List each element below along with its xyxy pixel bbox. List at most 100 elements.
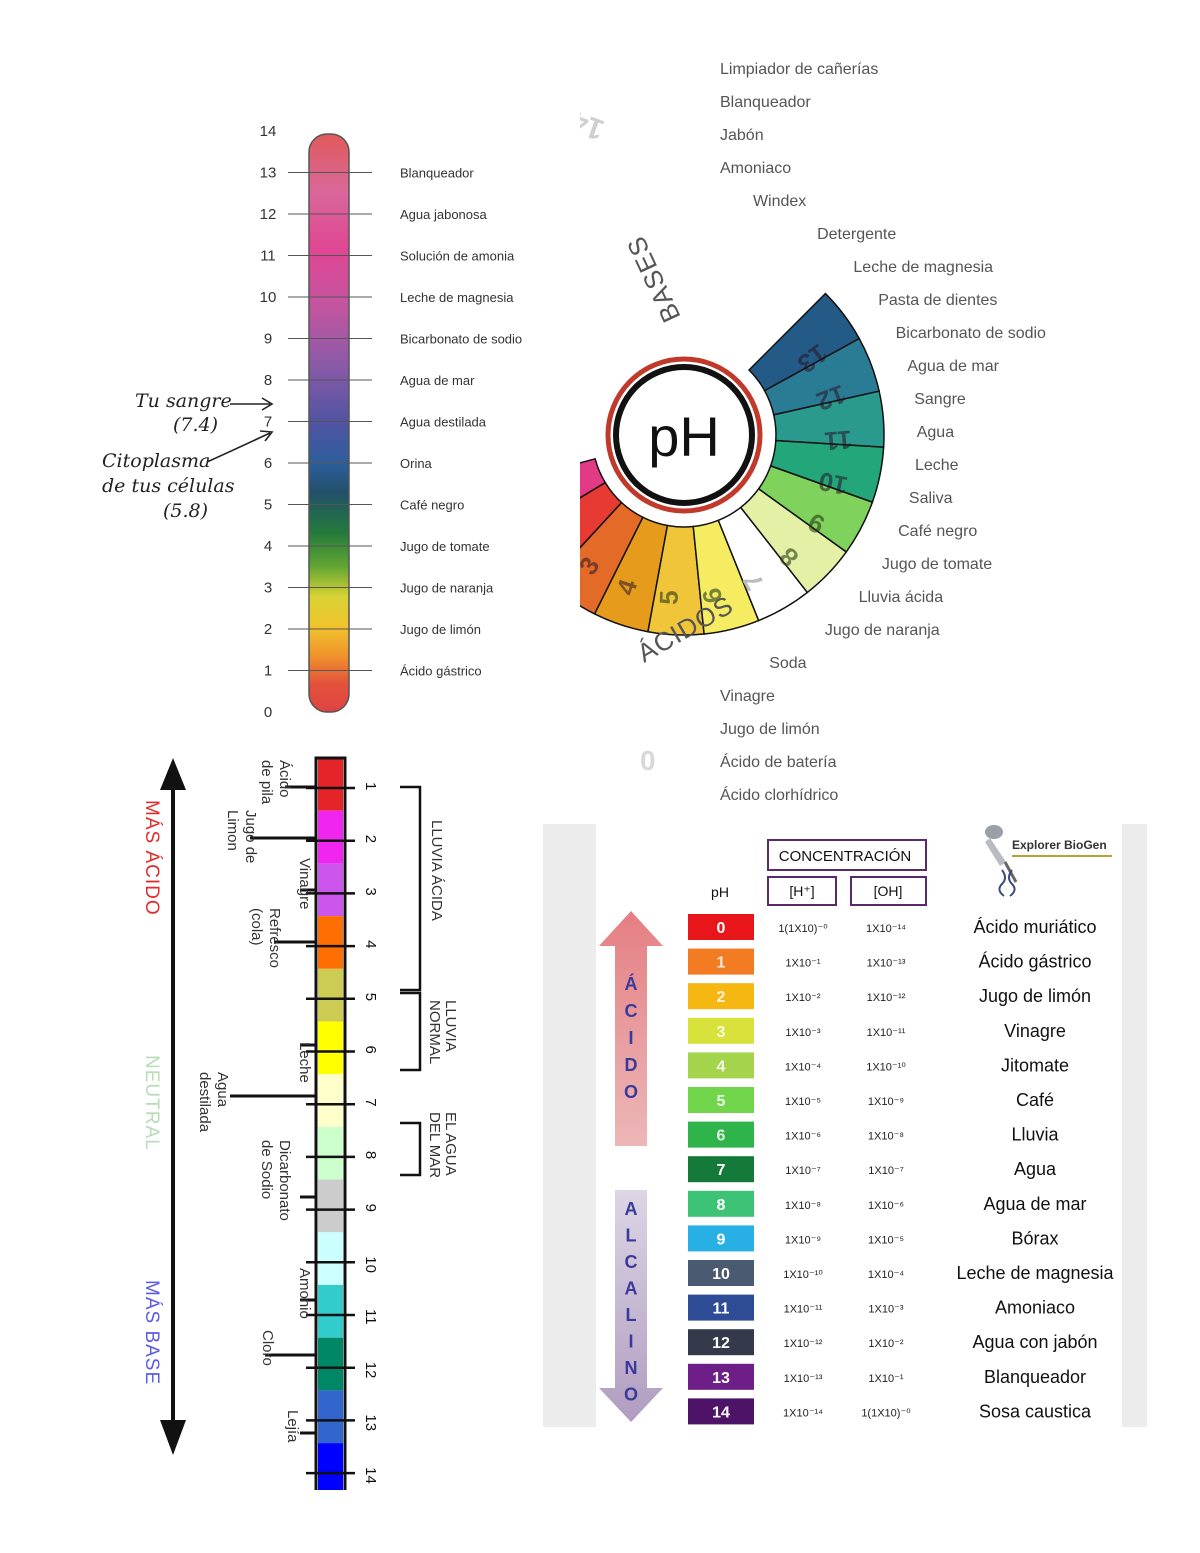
tick-label: 3 xyxy=(264,580,272,597)
arc-fourteen: 14 xyxy=(580,104,608,147)
bar-number: 3 xyxy=(362,887,379,895)
bar-number: 9 xyxy=(362,1204,379,1212)
arc-label: Limpiador de cañerías xyxy=(720,61,878,78)
ph-value: 5 xyxy=(717,1093,726,1110)
oh-concentration: 1X10⁻¹³ xyxy=(867,958,906,970)
oh-concentration: 1X10⁻⁶ xyxy=(868,1200,904,1212)
ph-value: 12 xyxy=(712,1335,730,1352)
arc-label: Agua de mar xyxy=(907,358,999,375)
more-acid-label: MÁS ÁCIDO xyxy=(141,800,162,916)
bar-number: 1 xyxy=(362,782,379,790)
bar-number: 13 xyxy=(362,1414,379,1431)
range-bracket xyxy=(400,991,422,1072)
arc-label: Vinagre xyxy=(720,688,775,705)
bar-number: 6 xyxy=(362,1046,379,1054)
oh-concentration: 1X10⁻⁸ xyxy=(868,1131,904,1143)
substance-label: Café negro xyxy=(400,498,464,513)
substance-label: Agua jabonosa xyxy=(400,207,488,222)
alkaline-letter: C xyxy=(625,1252,638,1272)
arc-segment xyxy=(747,292,861,392)
bracket-label-line1: LLUVIA ÁCIDA xyxy=(428,820,445,921)
brand-name: Explorer BioGen xyxy=(1012,838,1107,852)
oh-concentration: 1X10⁻¹² xyxy=(867,992,906,1004)
ph-swatch xyxy=(688,1260,754,1286)
arc-label: Agua xyxy=(917,424,954,441)
h-concentration: 1X10⁻¹⁴ xyxy=(783,1407,823,1419)
tick-label: 6 xyxy=(264,455,272,472)
arc-label: Windex xyxy=(753,193,806,210)
arc-label: Jugo de naranja xyxy=(825,622,940,639)
ph-value: 4 xyxy=(717,1058,726,1075)
ph-value: 9 xyxy=(717,1231,726,1248)
bar-band xyxy=(318,1179,343,1233)
oh-concentration: 1X10⁻³ xyxy=(868,1304,903,1316)
ph-gradient-bar xyxy=(308,133,350,713)
substance-label-line2: de Sodio xyxy=(258,1140,275,1199)
concentration-table-panel: Explorer BioGen CONCENTRACIÓN [H⁺] [OH] … xyxy=(599,825,1115,1425)
bar-band xyxy=(318,1232,343,1285)
ph-swatch xyxy=(688,1294,754,1321)
substance-name: Sosa caustica xyxy=(979,1401,1092,1421)
ph-swatch xyxy=(688,1121,754,1148)
substance-label-line2: destilada xyxy=(196,1072,213,1133)
oh-concentration: 1X10⁻⁷ xyxy=(868,1165,903,1177)
h-concentration: 1X10⁻⁵ xyxy=(785,1096,821,1108)
substance-label-line1: Leche xyxy=(296,1042,313,1083)
substance-label-line1: Amonio xyxy=(296,1268,313,1319)
h-concentration: 1X10⁻⁹ xyxy=(785,1234,821,1246)
bar-number: 2 xyxy=(362,835,379,843)
ph-header: pH xyxy=(711,884,729,900)
substance-name: Agua con jabón xyxy=(972,1332,1097,1352)
bar-band xyxy=(318,863,343,917)
ph-value: 13 xyxy=(712,1370,730,1387)
cyto-note-line1: Citoplasma xyxy=(102,450,210,472)
tick-label: 10 xyxy=(260,289,277,306)
arc-segments xyxy=(580,292,885,636)
substance-name: Amoniaco xyxy=(995,1298,1075,1318)
tick-label: 1 xyxy=(264,663,272,680)
substance-name: Vinagre xyxy=(1004,1021,1066,1041)
oh-concentration: 1X10⁻⁵ xyxy=(868,1234,904,1246)
arc-label: Jugo de tomate xyxy=(882,556,992,573)
bar-band xyxy=(318,1443,343,1490)
arc-label: Soda xyxy=(769,655,806,672)
tick-label: 9 xyxy=(264,331,272,348)
tick-label: 2 xyxy=(264,621,272,638)
substance-label: Orina xyxy=(400,456,433,471)
h-concentration: 1X10⁻¹³ xyxy=(784,1373,823,1385)
ph-value: 7 xyxy=(717,1162,726,1179)
bar-band xyxy=(318,968,343,1022)
substance-label: Agua de mar xyxy=(400,373,475,388)
arc-label: Bicarbonato de sodio xyxy=(896,325,1046,342)
tick-label: 8 xyxy=(264,372,272,389)
direction-arrow xyxy=(160,758,186,1455)
oh-concentration: 1(1X10)⁻⁰ xyxy=(861,1407,911,1419)
blood-arrow-icon xyxy=(230,397,274,411)
ph-swatch xyxy=(688,1225,754,1252)
substance-label-line1: Jugo de xyxy=(242,810,259,863)
substance-name: Agua xyxy=(1014,1159,1057,1179)
arc-number: 10 xyxy=(816,466,850,501)
ph-value: 11 xyxy=(713,1301,730,1318)
ph-value: 3 xyxy=(717,1024,726,1041)
h-concentration: 1X10⁻⁶ xyxy=(785,1131,821,1143)
acid-letter: D xyxy=(625,1055,638,1075)
cyto-note-line2: de tus células xyxy=(102,475,235,497)
arc-segment xyxy=(580,457,607,499)
oh-concentration: 1X10⁻⁴ xyxy=(868,1269,904,1281)
bar-number: 8 xyxy=(362,1151,379,1159)
h-concentration: 1X10⁻³ xyxy=(785,1027,820,1039)
bracket-label-line1: EL AGUA xyxy=(442,1112,459,1176)
arc-label: Sangre xyxy=(914,391,966,408)
blood-note-line2: (7.4) xyxy=(173,414,218,436)
substance-label-line1: Vinagre xyxy=(296,858,313,909)
tick-label: 13 xyxy=(260,165,277,182)
oh-header: [OH] xyxy=(874,883,903,899)
arc-number: 11 xyxy=(823,425,853,457)
tick-label: 11 xyxy=(260,248,276,265)
substance-name: Café xyxy=(1016,1090,1054,1110)
